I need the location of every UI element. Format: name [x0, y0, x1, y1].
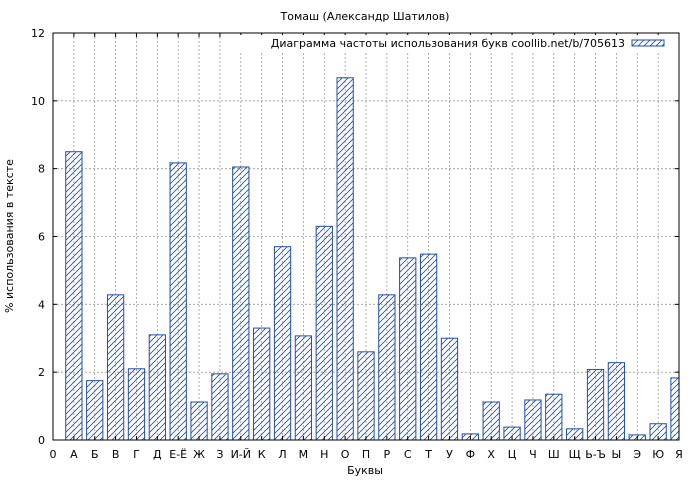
- y-tick-label: 0: [38, 434, 45, 447]
- bar: [357, 351, 375, 440]
- legend-label: Диаграмма частоты использования букв coo…: [271, 37, 625, 50]
- y-tick-label: 10: [31, 95, 45, 108]
- chart-title: Томаш (Александр Шатилов): [280, 10, 450, 23]
- bar: [607, 362, 626, 440]
- x-tick-label: Р: [384, 448, 391, 461]
- y-axis-ticks: 0 2 4 6 8 10 12: [31, 27, 679, 447]
- x-tick-label: Б: [91, 448, 99, 461]
- y-axis-label: % использования в тексте: [3, 159, 16, 313]
- x-tick-label: Ш: [548, 448, 560, 461]
- bar: [294, 335, 313, 440]
- x-tick-label: Т: [424, 448, 432, 461]
- bar: [482, 401, 500, 440]
- x-tick-label: Л: [278, 448, 286, 461]
- bar: [169, 162, 187, 440]
- bar: [232, 166, 250, 440]
- x-tick-label: Ц: [508, 448, 517, 461]
- x-tick-label: Ы: [612, 448, 622, 461]
- bar: [190, 401, 208, 440]
- x-tick-label: Щ: [569, 448, 581, 461]
- x-tick-label: З: [216, 448, 223, 461]
- legend-swatch: [631, 39, 665, 47]
- bar: [419, 253, 438, 440]
- x-tick-label: А: [70, 448, 78, 461]
- x-tick-label: Д: [153, 448, 162, 461]
- legend: Диаграмма частоты использования букв coo…: [240, 35, 670, 52]
- x-tick-label: Э: [633, 448, 641, 461]
- x-tick-label: Н: [320, 448, 328, 461]
- bar: [524, 399, 542, 440]
- x-tick-label: Х: [487, 448, 495, 461]
- grid: [53, 33, 680, 440]
- bar: [440, 337, 459, 440]
- bar: [148, 334, 166, 440]
- x-axis-label: Буквы: [347, 464, 383, 477]
- y-tick-label: 8: [38, 163, 45, 176]
- x-tick-label: Ь-Ъ: [585, 448, 606, 461]
- x-tick-label: Я: [675, 448, 683, 461]
- x-tick-label: С: [404, 448, 412, 461]
- x-tick-label: О: [341, 448, 350, 461]
- x-axis-ticks: 0 А Б В Г Д Е-Ё Ж З И-Й К Л М Н О П Р С Т У Ф Х Ц Ч Ш Щ Ь-Ъ Ы Э Ю Я: [50, 33, 683, 461]
- legend-background: [240, 35, 670, 52]
- bar: [273, 246, 292, 440]
- x-tick-label: У: [446, 448, 453, 461]
- bar: [86, 380, 104, 440]
- x-tick-label: Ф: [466, 448, 475, 461]
- x-tick-label: Г: [133, 448, 140, 461]
- x-tick-label: И-Й: [231, 448, 251, 461]
- x-tick-label: В: [112, 448, 120, 461]
- x-tick-label: 0: [50, 448, 57, 461]
- bar: [106, 294, 125, 440]
- x-tick-label: Ж: [193, 448, 205, 461]
- x-tick-label: П: [362, 448, 370, 461]
- bar: [378, 294, 396, 440]
- bar: [545, 393, 563, 440]
- bar: [586, 368, 605, 440]
- x-tick-label: К: [258, 448, 266, 461]
- bar: [253, 327, 271, 440]
- y-tick-label: 2: [38, 366, 45, 379]
- x-tick-label: Ю: [652, 448, 664, 461]
- bar: [315, 225, 333, 440]
- bar: [399, 257, 417, 440]
- bar: [649, 423, 667, 440]
- x-tick-label: Е-Ё: [169, 448, 187, 461]
- bar: [65, 151, 83, 440]
- x-tick-label: Ч: [529, 448, 537, 461]
- y-tick-label: 4: [38, 298, 45, 311]
- x-tick-label: М: [299, 448, 309, 461]
- bar: [211, 373, 229, 440]
- y-tick-label: 12: [31, 27, 45, 40]
- bars: [65, 77, 679, 440]
- y-tick-label: 6: [38, 231, 45, 244]
- bar: [127, 368, 146, 440]
- bar: [336, 77, 354, 440]
